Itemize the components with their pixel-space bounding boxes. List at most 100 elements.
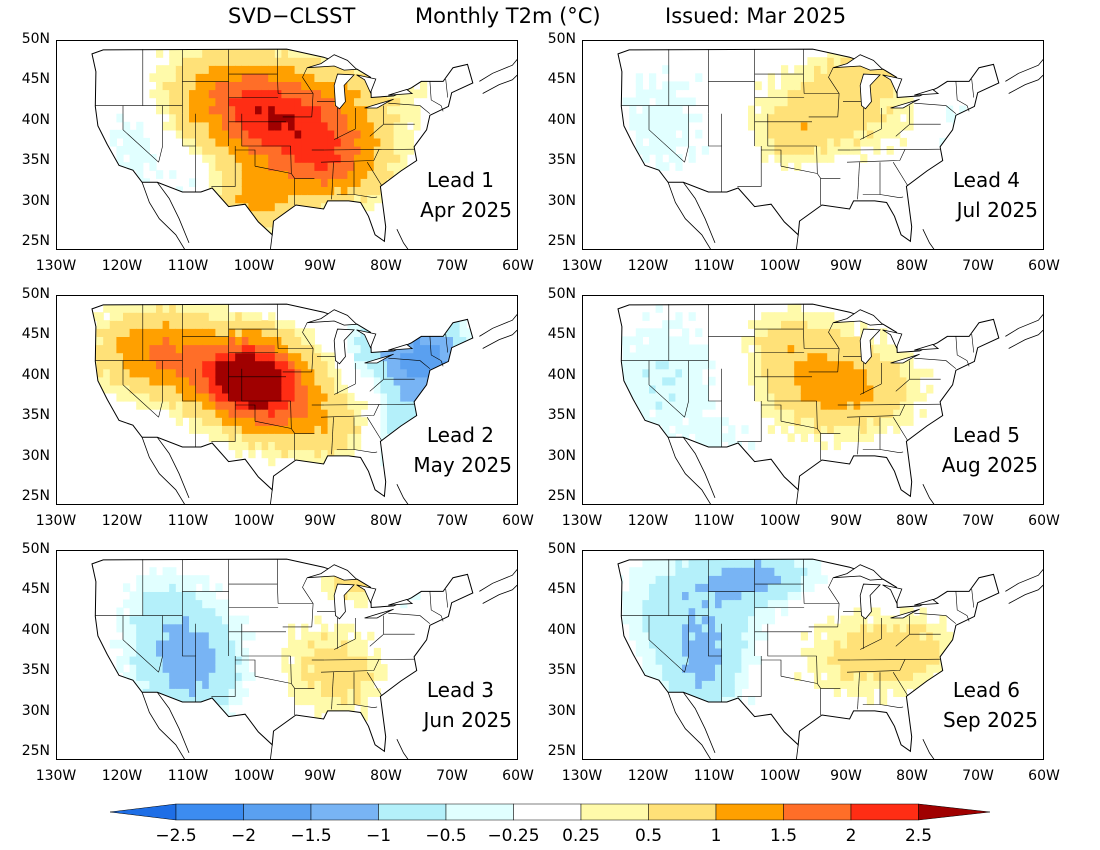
anomaly-cell <box>241 170 249 179</box>
anomaly-cell <box>847 368 855 378</box>
anomaly-cell <box>241 615 249 625</box>
anomaly-cell <box>767 360 775 370</box>
anomaly-cell <box>847 417 855 426</box>
anomaly-cell <box>642 344 650 354</box>
coastline-segment <box>667 182 711 249</box>
anomaly-cell <box>932 664 940 673</box>
map-boundaries <box>617 558 1043 759</box>
anomaly-cell <box>354 312 362 321</box>
anomaly-cell <box>307 328 315 337</box>
anomaly-cell <box>393 137 401 147</box>
anomaly-field <box>618 49 973 171</box>
anomaly-cell <box>156 583 164 592</box>
anomaly-cell <box>860 137 868 147</box>
state-boundary <box>816 400 821 434</box>
anomaly-cell <box>866 113 874 123</box>
anomaly-cell <box>294 688 302 697</box>
anomaly-cell <box>814 417 822 426</box>
anomaly-cell <box>827 656 835 665</box>
anomaly-cell <box>149 154 157 163</box>
anomaly-cell <box>807 664 815 673</box>
anomaly-cell <box>728 559 736 568</box>
anomaly-cell <box>413 368 421 378</box>
anomaly-cell <box>754 320 762 329</box>
anomaly-cell <box>847 631 855 641</box>
anomaly-cell <box>162 121 170 131</box>
anomaly-cell <box>682 599 690 609</box>
anomaly-cell <box>228 105 236 115</box>
coastline-segment <box>1005 58 1043 82</box>
anomaly-cell <box>820 360 828 370</box>
anomaly-cell <box>635 575 643 584</box>
anomaly-cell <box>294 664 302 673</box>
anomaly-cell <box>281 320 289 329</box>
anomaly-cell <box>274 49 282 50</box>
anomaly-cell <box>228 320 236 329</box>
anomaly-cell <box>853 49 861 50</box>
anomaly-cell <box>156 89 164 99</box>
state-boundary <box>290 655 295 689</box>
anomaly-cell <box>281 368 289 378</box>
anomaly-cell <box>123 162 131 171</box>
anomaly-cell <box>847 121 855 131</box>
anomaly-cell <box>919 623 927 633</box>
anomaly-cell <box>767 567 775 576</box>
anomaly-cell <box>688 384 696 394</box>
anomaly-cell <box>189 328 197 337</box>
latitude-label: 35N <box>21 662 50 679</box>
anomaly-cell <box>393 146 401 155</box>
anomaly-cell <box>202 65 210 74</box>
anomaly-cell <box>307 49 315 58</box>
anomaly-cell <box>327 113 335 123</box>
anomaly-cell <box>695 376 703 386</box>
anomaly-cell <box>347 97 355 107</box>
map-frame <box>56 550 518 760</box>
anomaly-cell <box>906 672 914 681</box>
anomaly-cell <box>774 376 782 386</box>
anomaly-cell <box>400 401 408 410</box>
anomaly-cell <box>800 417 808 426</box>
anomaly-cell <box>175 376 183 386</box>
anomaly-cell <box>281 121 289 131</box>
anomaly-cell <box>688 425 696 434</box>
anomaly-cell <box>327 376 335 386</box>
anomaly-cell <box>662 89 670 99</box>
anomaly-cell <box>123 336 131 346</box>
state-boundary <box>158 615 163 673</box>
anomaly-cell <box>754 656 762 665</box>
anomaly-cell <box>373 121 381 131</box>
anomaly-cell <box>327 65 335 74</box>
anomaly-cell <box>235 137 243 147</box>
anomaly-cell <box>202 647 210 657</box>
anomaly-cell <box>129 392 137 402</box>
anomaly-cell <box>800 559 808 568</box>
anomaly-cell <box>708 680 716 689</box>
anomaly-cell <box>781 559 789 568</box>
anomaly-cell <box>281 170 289 179</box>
anomaly-cell <box>142 623 150 633</box>
anomaly-cell <box>195 392 203 402</box>
anomaly-cell <box>748 623 756 633</box>
anomaly-cell <box>334 186 342 196</box>
latitude-label: 35N <box>547 152 576 169</box>
anomaly-cell <box>195 129 203 139</box>
anomaly-cell <box>715 623 723 633</box>
anomaly-cell <box>886 113 894 123</box>
anomaly-cell <box>886 392 894 402</box>
anomaly-cell <box>314 417 322 426</box>
anomaly-cell <box>162 81 170 91</box>
longitude-label: 130W <box>561 768 603 784</box>
great-lake <box>890 353 920 364</box>
anomaly-cell <box>268 449 276 459</box>
anomaly-cell <box>622 401 630 410</box>
anomaly-cell <box>261 129 269 139</box>
anomaly-cell <box>169 49 177 58</box>
anomaly-cell <box>847 425 855 434</box>
anomaly-cell <box>255 441 263 451</box>
anomaly-cell <box>367 202 375 212</box>
anomaly-cell <box>655 392 663 402</box>
anomaly-cell <box>906 680 914 689</box>
anomaly-cell <box>136 392 144 402</box>
anomaly-cell <box>175 312 183 321</box>
anomaly-cell <box>453 320 461 329</box>
